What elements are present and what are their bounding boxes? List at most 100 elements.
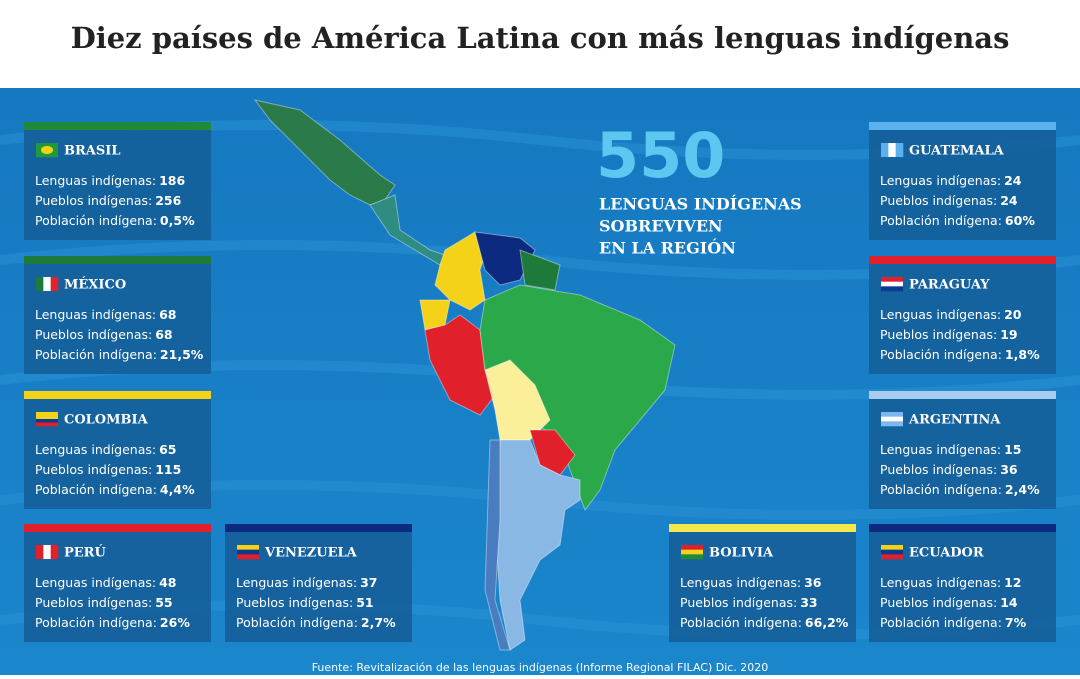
- card-bar: [24, 256, 211, 264]
- card-line: Pueblos indígenas: 24: [880, 193, 1018, 208]
- field-value: 256: [155, 193, 181, 208]
- card-line: Población indígena: 21,5%: [35, 347, 204, 362]
- country-name: VENEZUELA: [264, 546, 358, 561]
- field-label: Lenguas indígenas:: [880, 307, 1001, 322]
- flag-stripe: [881, 549, 903, 555]
- field-label: Población indígena:: [35, 347, 157, 362]
- field-label: Pueblos indígenas:: [35, 595, 152, 610]
- card-line: Pueblos indígenas: 55: [35, 595, 173, 610]
- highlight-text: LENGUAS INDÍGENAS SOBREVIVEN EN LA REGIÓN: [599, 194, 802, 258]
- field-value: 2,7%: [361, 615, 396, 630]
- country-card: ARGENTINA Lenguas indígenas: 15 Pueblos ind…: [869, 391, 1056, 509]
- card-line: Pueblos indígenas: 115: [35, 462, 181, 477]
- country-card: PERÚ Lenguas indígenas: 48 Pueblos indígena…: [24, 524, 211, 642]
- flag-stripe: [681, 549, 703, 555]
- country-name: COLOMBIA: [64, 413, 149, 428]
- flag-stripe: [43, 545, 51, 559]
- field-label: Lenguas indígenas:: [35, 442, 156, 457]
- flag-stripe: [881, 421, 903, 427]
- highlight-number: 550: [596, 119, 725, 192]
- field-value: 36: [804, 575, 822, 590]
- field-label: Población indígena:: [880, 615, 1002, 630]
- card-bg: [869, 524, 1056, 642]
- card-line: Población indígena: 4,4%: [35, 482, 195, 497]
- field-value: 20: [1004, 307, 1022, 322]
- card-line: Población indígena: 2,7%: [236, 615, 396, 630]
- highlight-line: EN LA REGIÓN: [599, 238, 736, 258]
- card-bg: [24, 391, 211, 509]
- card-line: Pueblos indígenas: 36: [880, 462, 1018, 477]
- card-line: Pueblos indígenas: 256: [35, 193, 182, 208]
- field-label: Población indígena:: [880, 482, 1002, 497]
- country-name: PERÚ: [64, 544, 106, 561]
- flag-stripe: [895, 143, 904, 157]
- card-bar: [869, 256, 1056, 264]
- card-bar: [869, 524, 1056, 532]
- card-bg: [869, 256, 1056, 374]
- card-bg: [24, 122, 211, 240]
- highlight-line: LENGUAS INDÍGENAS: [599, 194, 802, 214]
- flag-stripe: [881, 143, 889, 157]
- field-value: 4,4%: [160, 482, 195, 497]
- field-value: 0,5%: [160, 213, 195, 228]
- field-label: Pueblos indígenas:: [880, 193, 997, 208]
- card-line: Pueblos indígenas: 51: [236, 595, 374, 610]
- field-value: 12: [1004, 575, 1021, 590]
- country-card: BOLIVIA Lenguas indígenas: 36 Pueblos indíg…: [669, 524, 856, 642]
- flag-stripe: [50, 545, 59, 559]
- card-bar: [669, 524, 856, 532]
- card-line: Lenguas indígenas: 68: [35, 307, 177, 322]
- flag-stripe: [881, 554, 903, 560]
- flag-stripe: [237, 549, 259, 555]
- field-label: Lenguas indígenas:: [880, 173, 1001, 188]
- field-label: Lenguas indígenas:: [680, 575, 801, 590]
- field-label: Población indígena:: [35, 213, 157, 228]
- flag-stripe: [237, 554, 259, 560]
- flag-stripe: [881, 277, 903, 282]
- card-bg: [225, 524, 412, 642]
- field-value: 186: [159, 173, 185, 188]
- field-value: 51: [356, 595, 373, 610]
- field-value: 24: [1000, 193, 1018, 208]
- card-line: Población indígena: 26%: [35, 615, 190, 630]
- card-bar: [869, 122, 1056, 130]
- field-label: Pueblos indígenas:: [35, 327, 152, 342]
- flag-stripe: [681, 554, 703, 560]
- field-label: Lenguas indígenas:: [880, 442, 1001, 457]
- card-bar: [24, 122, 211, 130]
- card-line: Población indígena: 7%: [880, 615, 1027, 630]
- highlight-line: SOBREVIVEN: [599, 217, 723, 236]
- field-value: 55: [155, 595, 172, 610]
- field-value: 24: [1004, 173, 1022, 188]
- field-label: Lenguas indígenas:: [35, 173, 156, 188]
- flag-stripe: [888, 143, 896, 157]
- field-label: Pueblos indígenas:: [880, 595, 997, 610]
- card-line: Lenguas indígenas: 48: [35, 575, 177, 590]
- flag-stripe: [36, 419, 58, 423]
- flag-stripe: [881, 281, 903, 287]
- field-value: 68: [159, 307, 176, 322]
- field-label: Lenguas indígenas:: [236, 575, 357, 590]
- field-label: Población indígena:: [35, 482, 157, 497]
- card-bg: [24, 256, 211, 374]
- field-label: Lenguas indígenas:: [35, 575, 156, 590]
- country-name: MÉXICO: [64, 277, 126, 293]
- field-label: Pueblos indígenas:: [35, 193, 152, 208]
- field-value: 115: [155, 462, 181, 477]
- flag-stripe: [881, 545, 903, 550]
- field-value: 33: [800, 595, 817, 610]
- card-line: Población indígena: 2,4%: [880, 482, 1040, 497]
- country-name: BOLIVIA: [709, 546, 774, 561]
- field-value: 15: [1004, 442, 1021, 457]
- field-value: 7%: [1005, 615, 1027, 630]
- field-label: Pueblos indígenas:: [236, 595, 353, 610]
- card-line: Lenguas indígenas: 15: [880, 442, 1022, 457]
- flag-stripe: [36, 277, 44, 291]
- field-value: 19: [1000, 327, 1017, 342]
- flag-stripe: [36, 545, 44, 559]
- card-line: Población indígena: 60%: [880, 213, 1035, 228]
- field-value: 21,5%: [160, 347, 204, 362]
